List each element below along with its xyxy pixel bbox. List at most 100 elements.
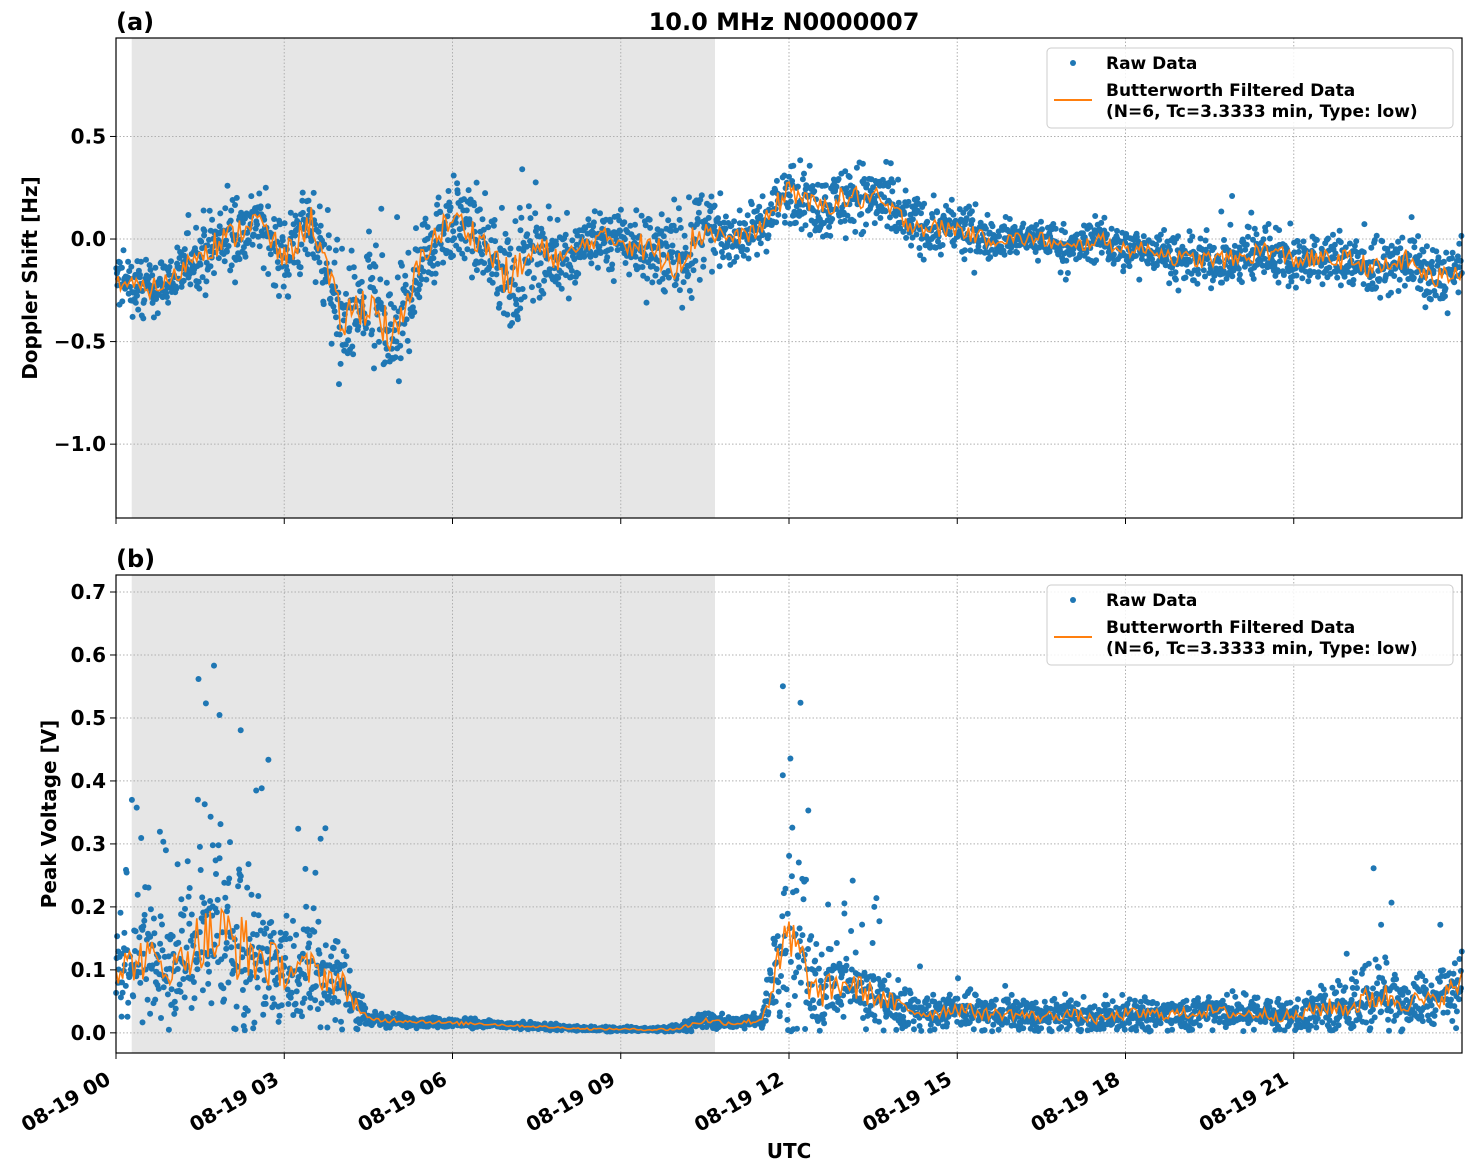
raw-data-point [201,900,208,907]
raw-data-point [783,986,790,993]
raw-data-point [827,232,834,239]
raw-data-point [927,244,933,251]
raw-data-point [930,192,937,199]
raw-data-point [784,1016,791,1023]
raw-data-point [406,348,413,355]
raw-data-point [437,241,444,247]
raw-data-point [476,206,483,213]
raw-data-point [789,824,796,831]
raw-data-point [482,190,489,197]
raw-data-point [200,207,207,214]
raw-data-point [802,222,809,229]
raw-data-point [537,249,544,256]
y-tick-label: 0.1 [71,958,106,982]
raw-data-point [445,237,451,244]
raw-data-point [287,994,294,1001]
raw-data-point [292,232,299,239]
raw-data-point [916,245,923,251]
raw-data-point [581,253,588,260]
raw-data-point [1238,279,1245,286]
raw-data-point [1074,1001,1081,1008]
raw-data-point [262,184,269,191]
raw-data-point [415,286,422,293]
raw-data-point [226,875,233,882]
raw-data-point [517,227,524,234]
raw-data-point [909,216,916,223]
raw-data-point [972,201,979,208]
raw-data-point [377,276,384,283]
raw-data-point [669,249,676,256]
raw-data-point [498,204,505,211]
raw-data-point [140,923,147,930]
raw-data-point [1147,1027,1154,1034]
raw-data-point [171,1010,178,1017]
raw-data-point [883,158,890,165]
raw-data-point [590,230,597,237]
raw-data-point [1332,250,1339,257]
raw-data-point [987,254,994,261]
raw-data-point [246,936,253,942]
raw-data-point [908,242,915,249]
raw-data-point [1172,269,1179,276]
raw-data-point [224,903,231,910]
raw-data-point [369,274,376,281]
raw-data-point [858,211,865,217]
raw-data-point [258,785,265,792]
raw-data-point [394,214,401,221]
raw-data-point [251,1019,258,1026]
raw-data-point [134,292,140,299]
raw-data-point [121,929,128,936]
raw-data-point [686,194,692,201]
raw-data-point [265,271,272,277]
raw-data-point [143,256,149,263]
y-axis-label-a: Doppler Shift [Hz] [18,176,42,380]
raw-data-point [239,987,246,993]
raw-data-point [1455,289,1462,296]
raw-data-point [159,947,166,954]
raw-data-point [546,266,553,273]
raw-data-point [331,963,338,970]
y-tick-label: 0.5 [71,124,106,148]
raw-data-point [682,244,689,251]
raw-data-point [275,1018,282,1025]
raw-data-point [876,918,883,925]
raw-data-point [1250,275,1257,282]
raw-data-point [431,279,438,286]
raw-data-point [164,991,171,998]
raw-data-point [929,214,936,221]
raw-data-point [630,234,637,241]
raw-data-point [160,984,167,991]
raw-data-point [184,230,191,237]
raw-data-point [532,210,539,217]
raw-data-point [392,354,399,361]
raw-data-point [672,281,679,288]
raw-data-point [244,884,251,891]
raw-data-point [642,222,649,229]
raw-data-point [1416,252,1423,259]
raw-data-point [411,309,418,316]
raw-data-point [1242,991,1249,998]
raw-data-point [775,979,782,986]
raw-data-point [132,299,139,306]
raw-data-point [171,998,178,1005]
raw-data-point [638,212,645,219]
raw-data-point [1360,249,1367,256]
raw-data-point [341,961,348,968]
raw-data-point [840,1013,847,1020]
raw-data-point [267,251,274,258]
raw-data-point [254,221,260,228]
raw-data-point [918,210,924,217]
raw-data-point [879,176,886,183]
raw-data-point [469,274,475,281]
raw-data-point [950,211,957,218]
raw-data-point [343,953,350,960]
raw-data-point [1411,244,1418,251]
raw-data-point [992,996,999,1003]
raw-data-point [147,1010,154,1017]
raw-data-point [681,232,688,239]
raw-data-point [180,976,187,982]
raw-data-point [505,237,511,244]
raw-data-point [221,258,228,265]
raw-data-point [1149,256,1156,263]
